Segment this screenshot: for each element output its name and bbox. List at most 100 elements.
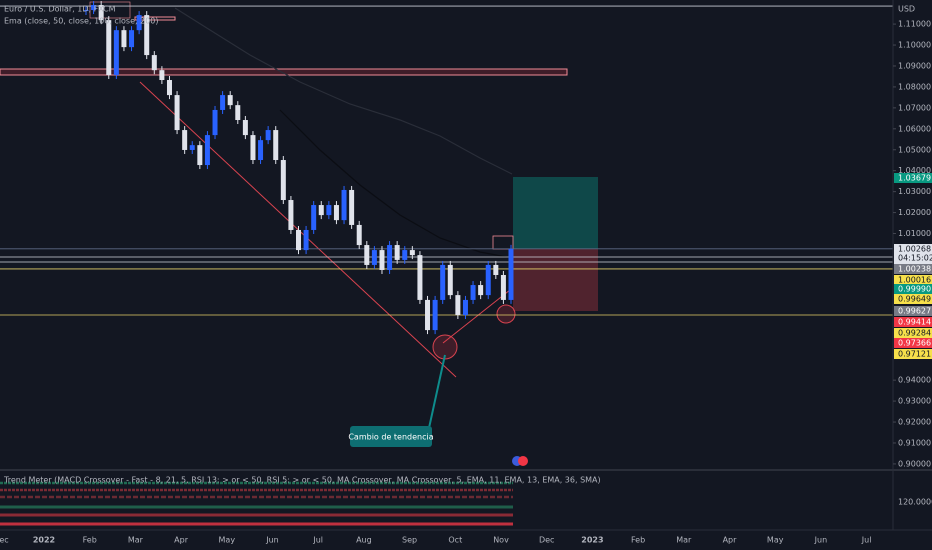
y-tick-label: 1.04000 — [898, 166, 931, 175]
main-pane: Cambio de tendencia — [0, 1, 893, 466]
ema-legend: Ema (close, 50, close, 100, close, 200) — [4, 17, 159, 26]
candle-body — [326, 205, 332, 216]
candle-body — [508, 248, 514, 300]
candle-body — [242, 120, 248, 136]
candle-body — [91, 5, 97, 11]
x-tick-label: Dec — [539, 536, 554, 545]
y-tick-label: 1.03000 — [898, 187, 931, 196]
stop-zone — [513, 249, 598, 311]
candle-body — [379, 250, 385, 270]
x-tick-label: Nov — [493, 536, 509, 545]
price-tag — [894, 294, 932, 304]
candle-body — [212, 109, 218, 136]
event-flag — [518, 456, 528, 466]
price-tag — [894, 349, 932, 359]
price-tag-label: 1.00268 — [898, 245, 931, 254]
candle-body — [220, 95, 226, 110]
x-tick-label: Apr — [174, 536, 189, 545]
candle-body — [296, 229, 301, 251]
candle-body — [288, 200, 294, 230]
y-tick-label: 1.10000 — [898, 41, 931, 50]
resistance-zone — [0, 68, 568, 76]
price-tag — [894, 284, 932, 294]
price-tag — [894, 275, 932, 285]
x-tick-label: 2023 — [581, 536, 603, 545]
currency-label: USD — [898, 5, 915, 14]
y-tick-label: 1.07000 — [898, 103, 931, 112]
candle-body — [204, 135, 210, 166]
candle-body — [409, 250, 415, 256]
price-tag-label: 1.03679 — [898, 174, 931, 183]
target-zone — [513, 177, 598, 249]
trend-line — [442, 289, 511, 344]
candle-body — [447, 264, 453, 296]
candle-body — [493, 264, 499, 276]
price-tag — [894, 306, 932, 316]
candle-body — [478, 285, 484, 296]
x-tick-label: Jul — [861, 536, 872, 545]
y-tick-label: 0.94000 — [898, 376, 931, 385]
candle-body — [258, 140, 264, 161]
candle-body — [440, 264, 446, 300]
candle-body — [394, 245, 400, 260]
candle-body — [280, 160, 286, 201]
x-tick-label: Jul — [312, 536, 323, 545]
y-tick-label: 0.92000 — [898, 418, 931, 427]
x-tick-label: 2022 — [33, 536, 55, 545]
candle-body — [462, 299, 468, 316]
candle-body — [500, 275, 506, 300]
x-tick-label: Mar — [676, 536, 692, 545]
price-tag — [894, 173, 932, 183]
candle-body — [425, 299, 431, 331]
candle-body — [113, 30, 119, 75]
x-tick-label: Sep — [402, 536, 417, 545]
price-tag-label: 0.99990 — [898, 285, 931, 294]
y-tick-label: 0.90000 — [898, 459, 931, 468]
price-tag-label: 0.97366 — [898, 339, 931, 348]
price-tag-label: 0.99627 — [898, 307, 931, 316]
price-tag-label: 1.00238 — [898, 265, 931, 274]
x-tick-label: Jun — [814, 536, 828, 545]
candle-body — [197, 145, 203, 166]
indicator-tick: 120.00000 — [898, 498, 932, 507]
zone-box — [89, 1, 131, 19]
candle-body — [485, 264, 491, 296]
price-tag — [894, 328, 932, 338]
candle-body — [387, 245, 393, 270]
price-tag-label: 0.99649 — [898, 295, 931, 304]
candle-body — [273, 130, 279, 161]
candle-body — [318, 205, 324, 216]
candle-body — [98, 5, 104, 21]
ema-line — [174, 7, 513, 175]
x-tick-label: Mar — [128, 536, 144, 545]
candle-body — [364, 245, 370, 265]
trend-meter — [0, 481, 513, 526]
candle-body — [106, 20, 112, 75]
candle-body — [303, 229, 309, 251]
candle-body — [166, 80, 172, 96]
price-tag-label: 0.97121 — [898, 350, 931, 359]
callout-line — [428, 354, 446, 429]
candle-body — [174, 95, 180, 131]
callout-text: Cambio de tendencia — [348, 433, 433, 442]
candle-body — [341, 189, 347, 221]
countdown-label: 04:15:02 — [898, 254, 932, 263]
y-tick-label: 1.05000 — [898, 145, 931, 154]
candle-body — [129, 30, 135, 48]
candle-body — [121, 30, 127, 48]
price-tag — [894, 244, 932, 264]
candle-body — [83, 10, 89, 12]
y-tick-label: 1.06000 — [898, 124, 931, 133]
x-tick-label: Apr — [723, 536, 738, 545]
indicator-legend: Trend Meter (MACD Crossover - Fast - 8, … — [3, 476, 601, 485]
candle-body — [470, 285, 476, 300]
x-tick-label: Feb — [631, 536, 645, 545]
price-tag — [894, 317, 932, 327]
x-tick-label: May — [219, 536, 236, 545]
price-tag — [894, 338, 932, 348]
symbol-legend: Euro / U.S. Dollar, 1D, FXCM — [4, 5, 116, 14]
candle-body — [159, 70, 165, 81]
y-tick-label: 1.02000 — [898, 208, 931, 217]
x-tick-label: Aug — [356, 536, 372, 545]
marker-circle — [496, 304, 516, 324]
